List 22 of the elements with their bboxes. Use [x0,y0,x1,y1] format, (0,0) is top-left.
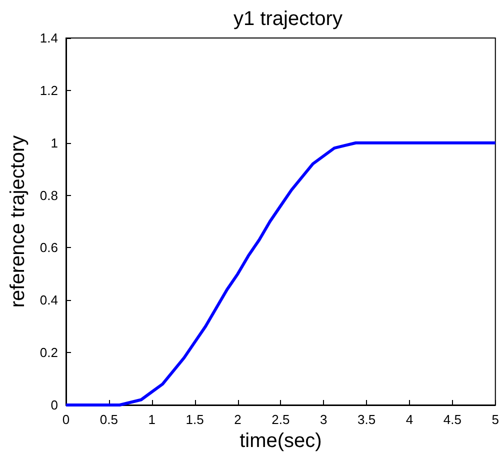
y-tick-label: 0.6 [40,240,58,256]
y-tick-label: 0.2 [40,345,58,360]
y-tick-label: 0.8 [40,188,58,203]
x-axis-title: time(sec) [240,430,322,452]
x-tick-label: 1.5 [186,412,204,427]
x-tick-label: 3.5 [358,412,376,427]
x-tick-label: 4 [406,412,414,427]
x-tick-label: 0 [62,412,70,427]
x-tick-label: 0.5 [100,412,118,427]
y-axis-title: reference trajectory [7,135,29,308]
x-tick-label: 2.5 [272,412,290,427]
y-tick-label: 1.4 [40,30,58,46]
y-tick-label: 1 [50,135,58,150]
y-tick-label: 0.4 [40,292,58,308]
y-tick-label: 1.2 [40,82,58,98]
x-tick-label: 5 [492,412,499,427]
x-tick-label: 2 [234,412,242,427]
x-tick-label: 4.5 [443,412,462,427]
chart-title: y1 trajectory [234,8,342,30]
y-tick-label: 0 [50,398,58,412]
x-tick-label: 3 [320,412,328,427]
x-tick-label: 1 [148,412,156,427]
